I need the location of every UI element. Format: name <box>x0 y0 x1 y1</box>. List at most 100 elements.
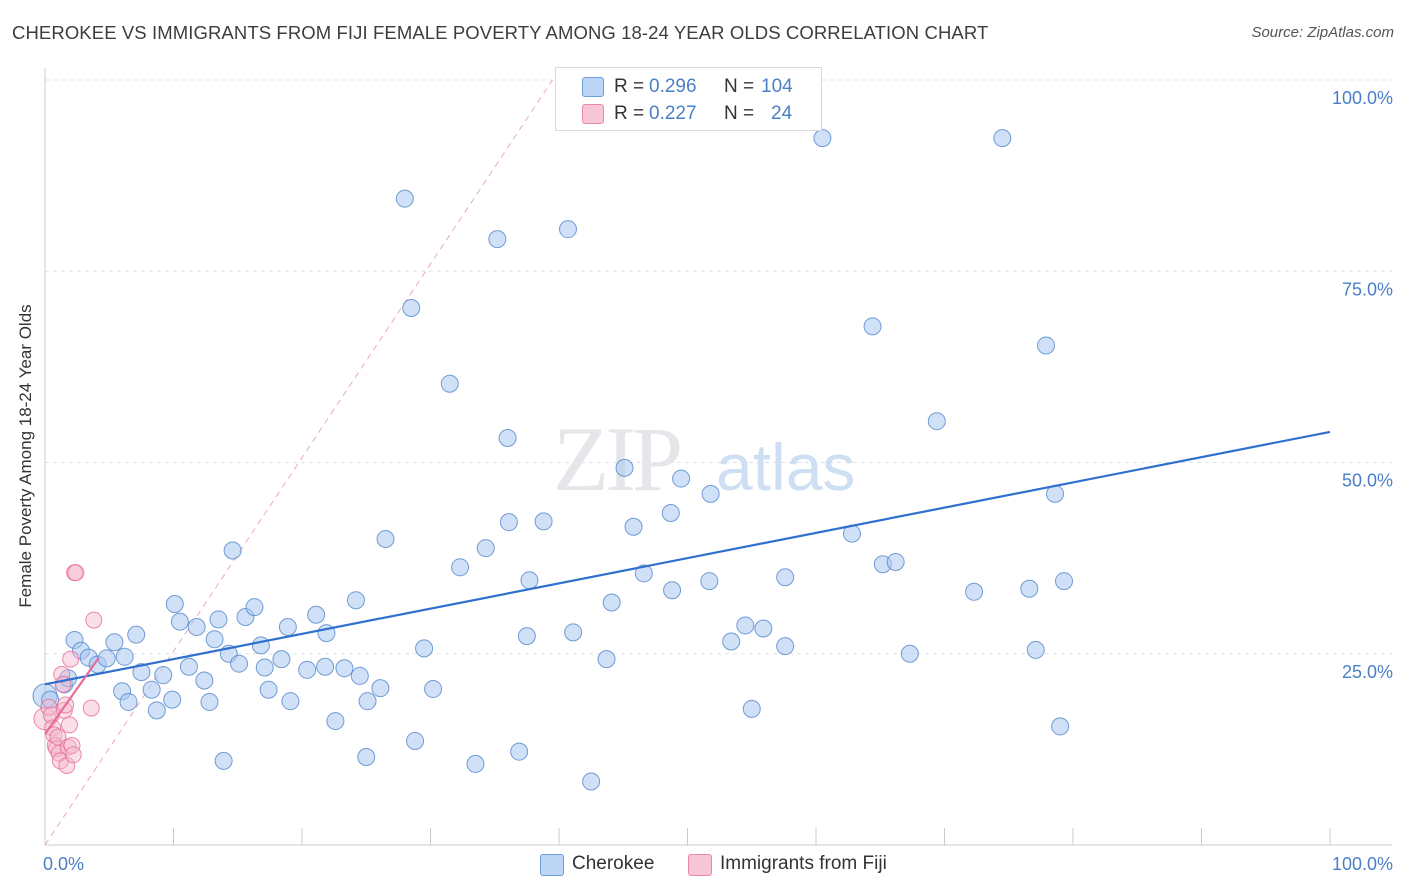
cherokee-point <box>965 582 984 601</box>
cherokee-point <box>165 595 184 614</box>
cherokee-point <box>142 680 161 699</box>
cherokee-point <box>119 692 138 711</box>
cherokee-point <box>154 666 173 685</box>
fiji-point <box>60 716 78 734</box>
cherokee-point <box>672 469 691 488</box>
source-credit: Source: ZipAtlas.com <box>1251 24 1394 41</box>
cherokee-point <box>602 593 621 612</box>
cherokee-point <box>1051 717 1070 736</box>
cherokee-point <box>230 654 249 673</box>
cherokee-point <box>127 625 146 644</box>
cherokee-point <box>251 636 270 655</box>
x-tick-labels: 0.0% 100.0% <box>43 854 1393 874</box>
cherokee-point <box>350 666 369 685</box>
cherokee-point <box>863 317 882 336</box>
cherokee-point <box>195 671 214 690</box>
cherokee-point <box>661 503 680 522</box>
cherokee-point <box>255 658 274 677</box>
fiji-point <box>58 756 76 774</box>
cherokee-point <box>776 637 795 656</box>
cherokee-point <box>415 639 434 658</box>
cherokee-point <box>402 298 421 317</box>
cherokee-point <box>517 627 536 646</box>
watermark: ZIP atlas <box>553 408 855 510</box>
cherokee-point <box>663 581 682 600</box>
r-value: 0.296 <box>649 76 697 97</box>
cherokee-point <box>357 748 376 767</box>
cherokee-point <box>316 657 335 676</box>
cherokee-point <box>742 699 761 718</box>
reference-line <box>44 79 553 846</box>
cherokee-point <box>701 484 720 503</box>
cherokee-point <box>307 605 326 624</box>
x-tick-label: 100.0% <box>1332 854 1393 874</box>
cherokee-point <box>520 571 539 590</box>
watermark-zip: ZIP <box>553 408 680 510</box>
cherokee-point <box>335 659 354 678</box>
legend-label-fiji: Immigrants from Fiji <box>720 853 887 874</box>
cherokee-point <box>346 591 365 610</box>
r-label: R = <box>614 76 645 97</box>
cherokee-point <box>424 679 443 698</box>
n-value: 104 <box>761 76 793 97</box>
axes <box>44 68 1392 846</box>
fiji-legend-swatch <box>688 854 712 876</box>
x-tick-label: 0.0% <box>43 854 84 874</box>
cherokee-point <box>200 692 219 711</box>
fiji-swatch <box>582 104 604 124</box>
cherokee-point <box>132 663 151 682</box>
y-tick-label: 25.0% <box>1342 662 1393 682</box>
cherokee-point <box>245 598 264 617</box>
cherokee-point <box>624 517 643 536</box>
cherokee-point <box>476 539 495 558</box>
stats-row-cherokee: R = 0.296 N = 104 <box>556 74 821 100</box>
cherokee-point <box>272 650 291 669</box>
cherokee-point <box>886 552 905 571</box>
n-label: N = <box>724 103 755 124</box>
cherokee-point <box>1037 336 1056 355</box>
stats-row-fiji: R = 0.227 N = 24 <box>556 101 821 127</box>
cherokee-point <box>564 623 583 642</box>
cherokee-point <box>451 558 470 577</box>
cherokee-point <box>326 712 345 731</box>
cherokee-point <box>466 754 485 773</box>
fiji-point <box>44 719 62 737</box>
cherokee-point <box>1026 640 1045 659</box>
cherokee-point <box>776 568 795 587</box>
cherokee-point <box>395 189 414 208</box>
cherokee-point <box>259 680 278 699</box>
cherokee-point <box>376 530 395 548</box>
cherokee-point <box>163 690 182 709</box>
stats-legend: R = 0.296 N = 104 R = 0.227 N = 24 <box>555 67 822 131</box>
y-tick-labels: 25.0% 50.0% 75.0% 100.0% <box>1332 88 1393 682</box>
trend-lines <box>44 430 1331 735</box>
cherokee-point <box>700 572 719 591</box>
cherokee-point <box>488 230 507 249</box>
cherokee-point <box>278 617 297 636</box>
n-value: 24 <box>771 103 793 124</box>
cherokee-point <box>615 458 634 477</box>
cherokee-point <box>358 692 377 711</box>
fiji-point <box>64 746 82 764</box>
n-label: N = <box>724 76 755 97</box>
cherokee-point <box>223 541 242 560</box>
cherokee-point <box>510 742 529 761</box>
cherokee-point <box>281 692 300 711</box>
fiji-points <box>33 564 103 774</box>
cherokee-point <box>371 679 390 698</box>
cherokee-points <box>32 75 1074 791</box>
r-label: R = <box>614 103 645 124</box>
fiji-point <box>67 564 85 582</box>
cherokee-point <box>440 374 459 393</box>
r-value: 0.227 <box>649 103 697 124</box>
y-tick-label: 100.0% <box>1332 88 1393 108</box>
cherokee-point <box>558 220 577 239</box>
cherokee-point <box>187 617 206 636</box>
cherokee-point <box>214 751 233 770</box>
cherokee-point <box>498 429 517 448</box>
cherokee-trend-line <box>44 430 1331 686</box>
chart-title: CHEROKEE VS IMMIGRANTS FROM FIJI FEMALE … <box>12 22 989 43</box>
cherokee-point <box>634 564 653 583</box>
cherokee-point <box>179 657 198 676</box>
